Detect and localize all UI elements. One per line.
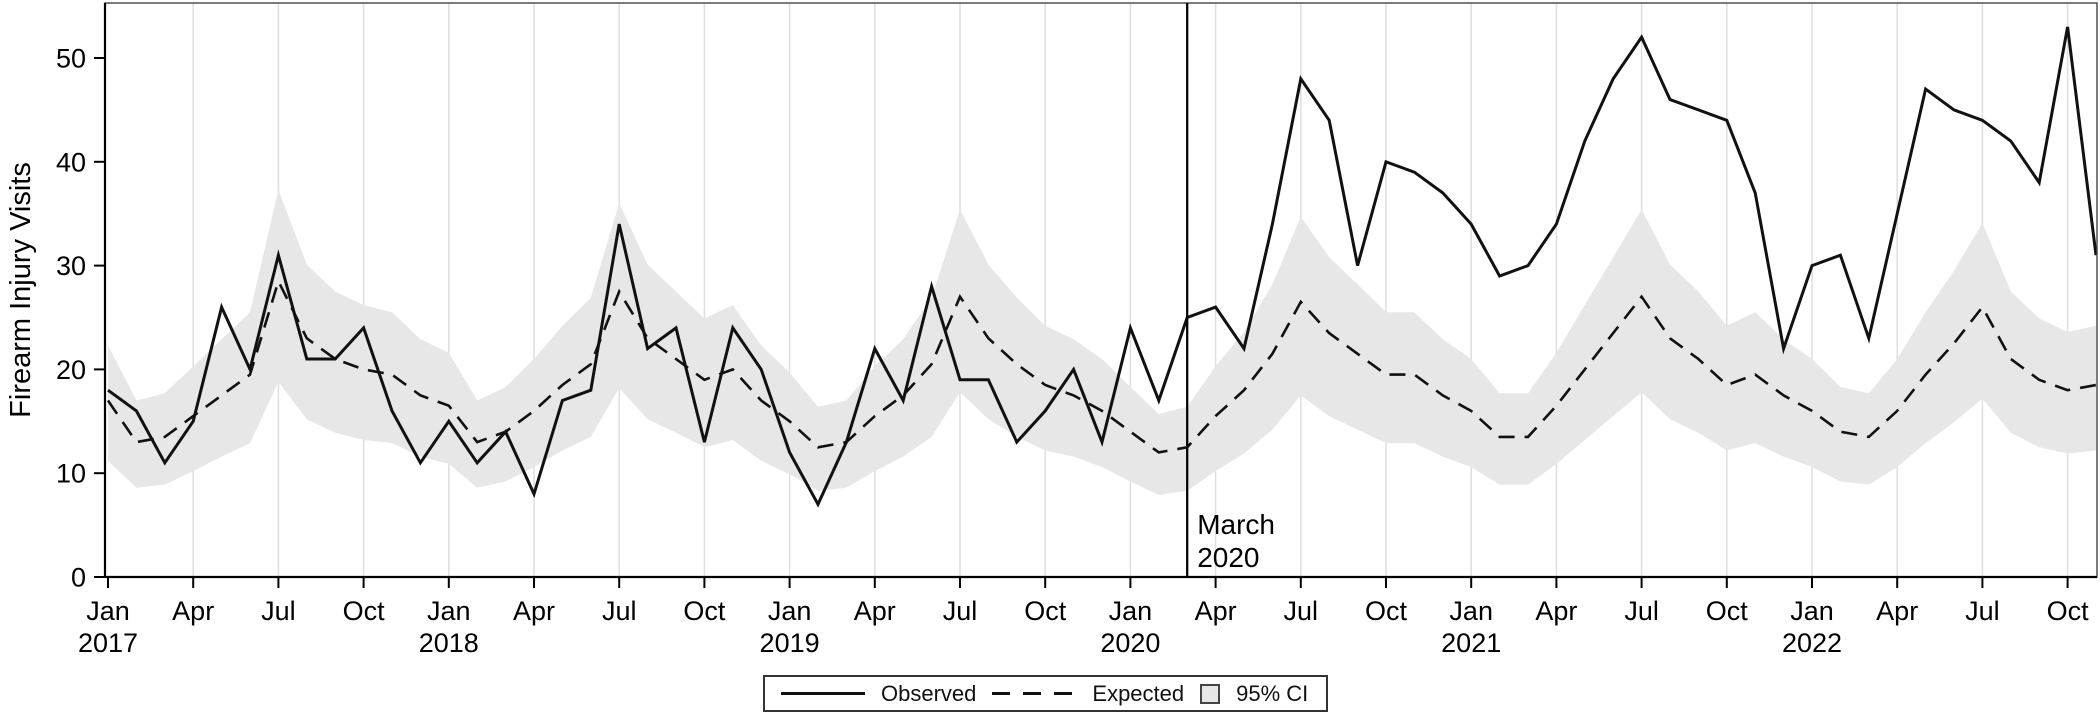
y-tick-label: 30 xyxy=(56,251,86,281)
observed-line xyxy=(107,26,2098,508)
y-axis-title: Firearm Injury Visits xyxy=(5,162,37,418)
x-tick-month-label: Oct xyxy=(683,596,726,626)
legend-label-ci: 95% CI xyxy=(1236,680,1309,706)
x-tick-month-label: Jul xyxy=(943,596,978,626)
x-tick-month-label: Jan xyxy=(1790,596,1834,626)
ref-annotation-line2: 2020 xyxy=(1197,542,1259,573)
x-tick-month-label: Jan xyxy=(768,596,812,626)
x-tick-month-label: Jan xyxy=(86,596,130,626)
axes-frame xyxy=(103,2,2098,579)
x-tick-month-label: Oct xyxy=(1706,596,1749,626)
ci-swatch xyxy=(1200,683,1221,704)
x-tick-month-label: Apr xyxy=(1876,596,1918,626)
x-tick-month-label: Jul xyxy=(602,596,637,626)
x-tick-year-label: 2022 xyxy=(1782,628,1842,658)
x-tick-month-label: Jul xyxy=(261,596,296,626)
x-tick-month-label: Jan xyxy=(1109,596,1153,626)
x-tick-month-label: Oct xyxy=(343,596,386,626)
x-tick-month-label: Apr xyxy=(1195,596,1237,626)
x-tick-month-label: Jul xyxy=(1284,596,1319,626)
legend-label-observed: Observed xyxy=(881,680,977,706)
observed-line-sample xyxy=(781,692,865,695)
y-tick-label: 10 xyxy=(56,459,86,489)
x-tick-year-label: 2018 xyxy=(419,628,479,658)
x-tick-month-label: Oct xyxy=(1365,596,1408,626)
x-tick-year-label: 2017 xyxy=(78,628,138,658)
legend-label-expected: Expected xyxy=(1092,680,1185,706)
x-tick-year-label: 2019 xyxy=(760,628,820,658)
x-tick-month-label: Apr xyxy=(854,596,896,626)
y-tick-label: 20 xyxy=(56,355,86,385)
x-tick-year-label: 2021 xyxy=(1441,628,1501,658)
plot-frame xyxy=(104,2,2098,578)
y-tick-label: 0 xyxy=(71,563,86,593)
x-tick-year-label: 2020 xyxy=(1100,628,1160,658)
x-tick-month-label: Apr xyxy=(1535,596,1577,626)
series-layer xyxy=(106,26,2098,508)
x-tick-month-label: Apr xyxy=(513,596,555,626)
expected-line xyxy=(106,277,2097,454)
x-tick-month-label: Oct xyxy=(2047,596,2090,626)
x-tick-month-label: Apr xyxy=(172,596,214,626)
ci-band xyxy=(108,189,2096,496)
x-tick-month-label: Jul xyxy=(1624,596,1659,626)
ref-annotation-line1: March xyxy=(1197,509,1275,540)
x-tick-month-label: Jan xyxy=(427,596,471,626)
gridlines xyxy=(192,3,2069,577)
x-tick-month-label: Oct xyxy=(1024,596,1067,626)
ci-band-layer xyxy=(108,189,2096,496)
legend: Observed Expected 95% CI xyxy=(763,675,1329,712)
y-tick-label: 50 xyxy=(56,44,86,74)
y-tick-label: 40 xyxy=(56,147,86,177)
x-tick-month-label: Jul xyxy=(1965,596,2000,626)
x-tick-month-label: Jan xyxy=(1449,596,1493,626)
expected-line-sample xyxy=(992,692,1077,695)
